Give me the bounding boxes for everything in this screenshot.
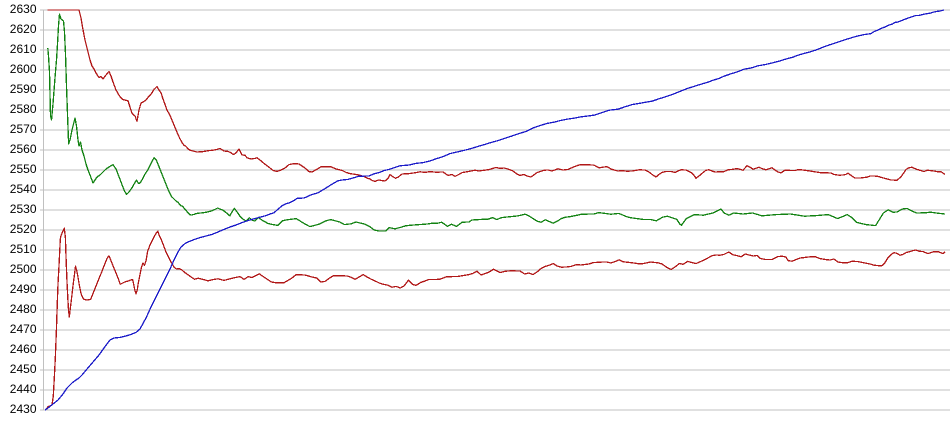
svg-text:2580: 2580 [10,102,37,116]
svg-text:2430: 2430 [10,402,37,416]
svg-text:2530: 2530 [10,202,37,216]
svg-text:2460: 2460 [10,342,37,356]
svg-text:2630: 2630 [10,2,37,16]
svg-text:2440: 2440 [10,382,37,396]
svg-text:2470: 2470 [10,322,37,336]
svg-text:2450: 2450 [10,362,37,376]
svg-text:2550: 2550 [10,162,37,176]
svg-text:2590: 2590 [10,82,37,96]
svg-text:2480: 2480 [10,302,37,316]
svg-text:2510: 2510 [10,242,37,256]
svg-text:2500: 2500 [10,262,37,276]
svg-text:2600: 2600 [10,62,37,76]
svg-text:2570: 2570 [10,122,37,136]
svg-text:2520: 2520 [10,222,37,236]
svg-text:2560: 2560 [10,142,37,156]
svg-text:2540: 2540 [10,182,37,196]
svg-text:2490: 2490 [10,282,37,296]
svg-text:2610: 2610 [10,42,37,56]
svg-text:2620: 2620 [10,22,37,36]
